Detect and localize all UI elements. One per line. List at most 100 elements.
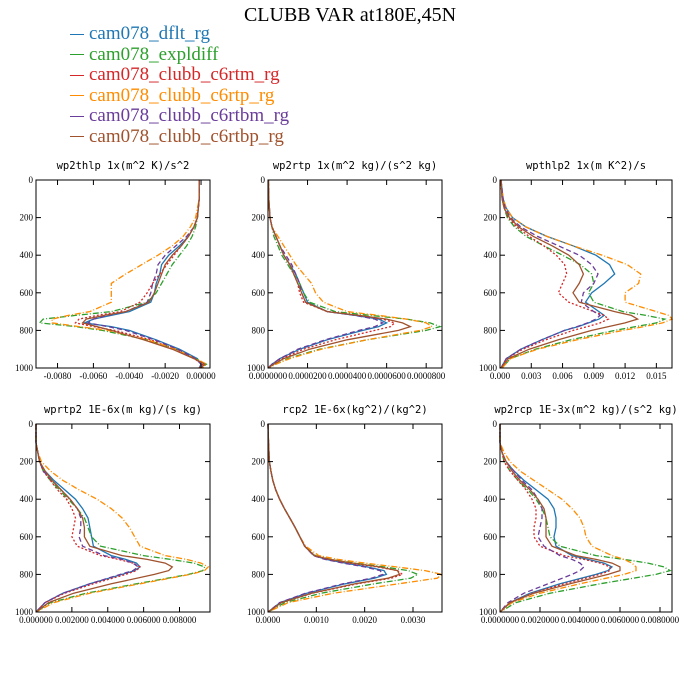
x-tick-label: 0.015 [646,371,667,381]
legend-item: cam078_clubb_c6rtbm_rg [70,106,289,127]
series-line [35,424,206,613]
x-tick-label: 0.0010 [304,615,329,625]
y-tick-label: 800 [484,325,498,335]
y-tick-label: 0 [261,419,266,429]
series-line [499,424,637,613]
x-tick-label: 0.000000 [19,615,53,625]
series-line [500,179,667,369]
panel-title: wprtp2 1E-6x(m kg)/(s kg) [44,404,202,416]
y-tick-label: 600 [20,532,34,542]
y-tick-label: 400 [20,494,34,504]
chart-panel: wpthlp2 1x(m K^2)/s 0.000 0.003 0.006 0.009 0… [479,160,674,381]
y-tick-label: 200 [20,213,34,223]
series-line [500,179,610,369]
y-tick-label: 200 [252,213,266,223]
legend-swatch [70,33,84,35]
x-tick-label: 0.002000 [55,615,89,625]
x-tick-label: 0.0060000 [601,615,640,625]
y-tick-label: 1000 [479,607,498,617]
y-tick-label: 600 [20,288,34,298]
x-tick-label: 0.0000600 [368,371,407,381]
series-line [267,423,401,613]
legend-swatch [70,136,84,138]
y-tick-label: 0 [493,419,498,429]
x-tick-label: -0.0080 [44,371,72,381]
panel-title: rcp2 1E-6x(kg^2)/(kg^2) [282,404,427,416]
y-tick-label: 0 [29,419,34,429]
chart-panel: wp2thlp 1x(m^2 K)/s^2 -0.0080 -0.0060 -0.00… [15,160,216,381]
x-tick-label: -0.0060 [80,371,108,381]
legend-swatch [70,54,84,56]
x-tick-label: 0.0000800 [407,371,446,381]
series-line [499,424,614,613]
y-tick-label: 1000 [247,607,266,617]
x-tick-label: 0.0020 [352,615,377,625]
y-tick-label: 400 [252,494,266,504]
legend-item: cam078_clubb_c6rtm_rg [70,65,289,86]
series-line [74,180,204,369]
series-line [267,423,404,613]
y-tick-label: 0 [493,175,498,185]
series-line [81,180,206,369]
y-tick-label: 1000 [247,363,266,373]
legend-label: cam078_expldiff [89,43,219,65]
series-line [267,179,396,369]
legend-swatch [70,74,84,76]
y-tick-label: 800 [20,569,34,579]
x-tick-label: 0.009 [584,371,605,381]
series-line [499,424,611,613]
plot-frame [499,179,673,369]
legend-swatch [70,95,84,97]
chart-panel: wp2rtp 1x(m^2 kg)/(s^2 kg)0.0000000 0.000… [247,160,446,381]
x-tick-label: 0.012 [615,371,635,381]
y-tick-label: 800 [20,325,34,335]
legend-label: cam078_dflt_rg [89,23,211,45]
legend-label: cam078_clubb_c6rtbp_rg [89,125,284,147]
x-tick-label: 0.0000200 [288,371,327,381]
legend: cam078_dflt_rg cam078_expldiff cam078_club… [70,24,289,147]
x-tick-label: 0.0080000 [641,615,680,625]
series-line [38,180,208,369]
x-tick-label: 0.004000 [91,615,125,625]
x-tick-label: 0.0040000 [561,615,600,625]
y-tick-label: 400 [484,494,498,504]
chart-panel: wp2rcp 1E-3x(m^2 kg)/(s^2 kg)0.0000000 0.… [479,404,680,625]
x-tick-label: -0.0040 [115,371,143,381]
series-line [267,179,434,369]
legend-label: cam078_clubb_c6rtp_rg [89,84,275,106]
x-tick-label: 0.0000 [256,615,281,625]
chart-panel: rcp2 1E-6x(kg^2)/(kg^2) 0.0000 0.0010 0.002… [247,404,444,625]
series-line [500,179,674,369]
legend-item: cam078_dflt_rg [70,24,289,45]
series-line [499,424,672,613]
x-tick-label: 0.00000 [186,371,216,381]
legend-label: cam078_clubb_c6rtbm_rg [89,105,290,127]
legend-label: cam078_clubb_c6rtm_rg [89,64,280,86]
legend-item: cam078_clubb_c6rtbp_rg [70,125,289,148]
legend-item: cam078_expldiff [70,43,289,66]
plot-frame [267,179,443,369]
series-line [267,423,385,613]
x-tick-label: 0.0030 [401,615,426,625]
x-tick-label: 0.0000000 [249,371,288,381]
y-tick-label: 800 [252,325,266,335]
series-line [267,423,388,613]
series-line [35,424,174,613]
x-tick-label: 0.003 [521,371,542,381]
series-line [267,179,413,369]
chart-panel: wprtp2 1E-6x(m kg)/(s kg) 0.000000 0.00200… [15,404,211,625]
x-tick-label: 0.000 [490,371,511,381]
x-tick-label: 0.0020000 [521,615,560,625]
panel-title: wp2thlp 1x(m^2 K)/s^2 [57,160,190,172]
y-tick-label: 600 [252,532,266,542]
series-line [267,423,444,613]
y-tick-label: 600 [484,288,498,298]
x-tick-label: 0.006000 [127,615,161,625]
series-line [51,180,208,369]
y-tick-label: 400 [484,250,498,260]
legend-swatch [70,115,84,117]
x-tick-label: -0.0020 [151,371,179,381]
y-tick-label: 0 [261,175,266,185]
series-line [35,424,210,613]
panel-title: wpthlp2 1x(m K^2)/s [526,160,646,172]
